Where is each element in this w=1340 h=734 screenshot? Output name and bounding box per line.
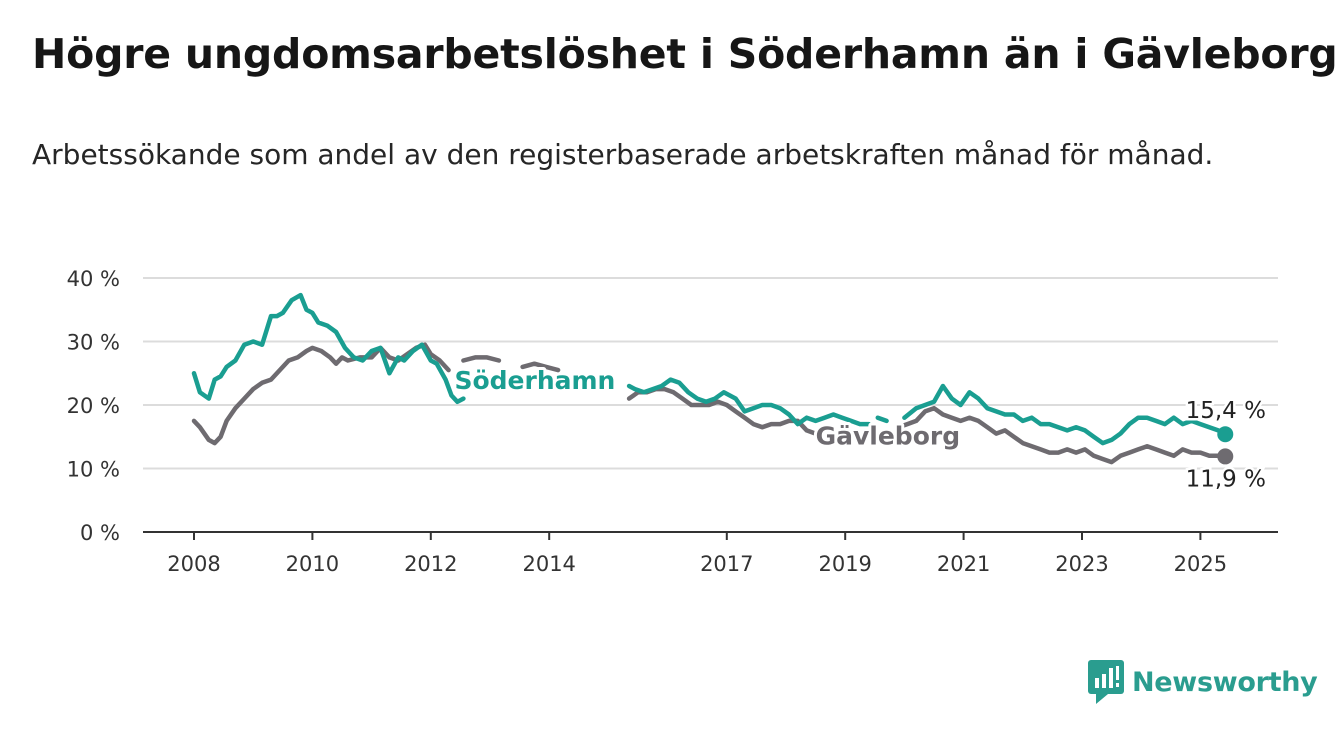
x-tick-label: 2008: [167, 552, 220, 576]
series-name-label-0: Söderhamn: [454, 366, 615, 395]
brand-name: Newsworthy: [1132, 666, 1318, 698]
series-name-label-1: Gävleborg: [816, 421, 961, 450]
x-tick-label: 2019: [818, 552, 871, 576]
x-tick-label: 2023: [1055, 552, 1108, 576]
y-tick-label: 10 %: [67, 458, 120, 482]
x-tick-label: 2025: [1174, 552, 1227, 576]
newsworthy-logo-icon: [1088, 660, 1124, 704]
x-tick-label: 2017: [700, 552, 753, 576]
series-end-label-1: 11,9 %: [1186, 466, 1266, 492]
gridlines: [143, 277, 1278, 470]
series-end-label-0: 15,4 %: [1186, 398, 1266, 424]
chart-subtitle: Arbetssökande som andel av den registerb…: [32, 138, 1214, 171]
axes: 0 % 10 % 20 % 30 % 40 % 2008 2010 2012 2014 2017 2…: [67, 267, 1278, 576]
series-line-0: [191, 292, 1228, 446]
x-tick-label: 2010: [286, 552, 339, 576]
y-tick-label: 40 %: [67, 267, 120, 291]
y-tick-label: 30 %: [67, 331, 120, 355]
x-tick-label: 2012: [404, 552, 457, 576]
y-tick-label: 0 %: [80, 521, 120, 545]
x-tick-label: 2021: [937, 552, 990, 576]
series-end-point-0: [1217, 426, 1234, 443]
series-end-point-1: [1217, 448, 1234, 465]
y-tick-label: 20 %: [67, 394, 120, 418]
chart-title: Högre ungdomsarbetslöshet i Söderhamn än…: [32, 30, 1338, 78]
series-labels: Söderhamn Gävleborg 15,4 % 11,9 %: [451, 363, 1268, 495]
newsworthy-logo: Newsworthy: [1088, 660, 1318, 704]
x-tick-label: 2014: [522, 552, 575, 576]
series-lines: [191, 292, 1234, 465]
series-line-1: [191, 342, 1228, 465]
